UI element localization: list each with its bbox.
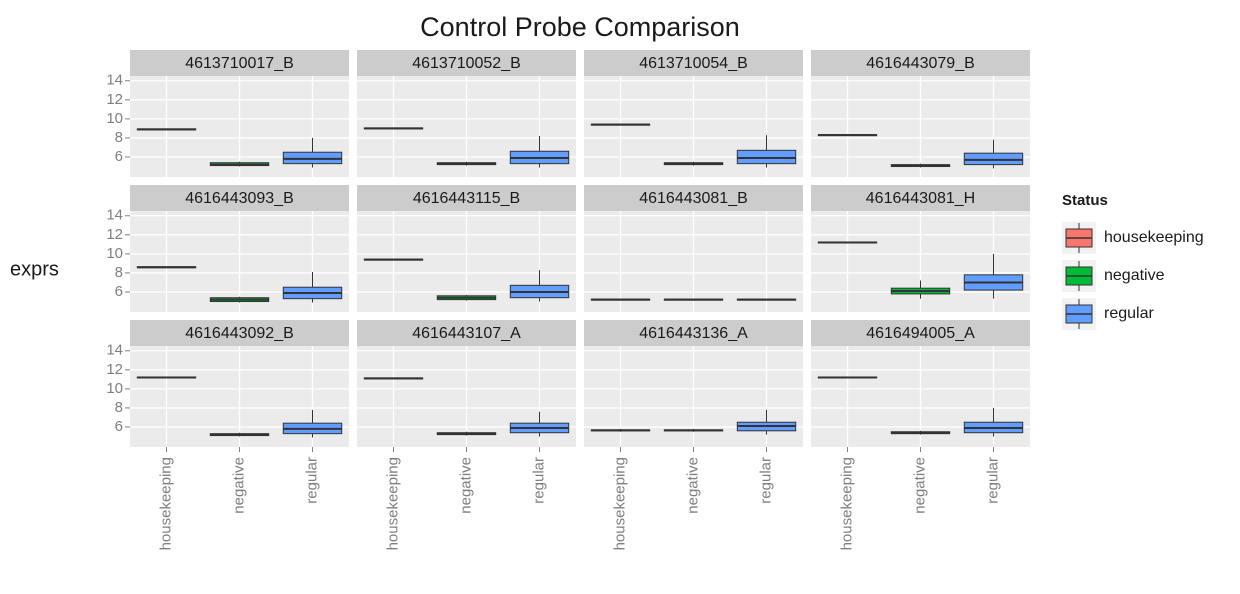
strip [584, 185, 803, 211]
y-tick-label: 14 [106, 207, 123, 224]
strip-label: 4613710054_B [639, 55, 748, 72]
y-tick-label: 6 [115, 283, 123, 300]
y-tick-label: 12 [106, 361, 123, 378]
x-tick-label: housekeeping [384, 457, 401, 550]
legend-label: housekeeping [1104, 229, 1204, 246]
strip [357, 185, 576, 211]
y-tick-label: 6 [115, 148, 123, 165]
strip-label: 4613710017_B [185, 55, 294, 72]
y-tick-label: 14 [106, 342, 123, 359]
strip-label: 4616443107_A [412, 325, 521, 342]
strip [584, 320, 803, 346]
legend-label: regular [1104, 305, 1154, 322]
strip-label: 4616494005_A [866, 325, 975, 342]
legend-label: negative [1104, 267, 1165, 284]
legend-title: Status [1062, 192, 1108, 209]
y-axis-label: exprs [10, 258, 59, 280]
y-tick-label: 6 [115, 418, 123, 435]
y-tick-label: 14 [106, 72, 123, 89]
strip-label: 4616443081_B [639, 190, 748, 207]
y-tick-label: 8 [115, 399, 123, 416]
strip-label: 4613710052_B [412, 55, 521, 72]
strip [811, 320, 1030, 346]
y-tick-label: 12 [106, 226, 123, 243]
y-tick-label: 10 [106, 245, 123, 262]
strip [811, 185, 1030, 211]
strip [357, 320, 576, 346]
x-tick-label: negative [230, 457, 247, 514]
strip-label: 4616443092_B [185, 325, 294, 342]
x-tick-label: regular [303, 457, 320, 504]
y-tick-label: 10 [106, 380, 123, 397]
x-tick-label: negative [684, 457, 701, 514]
strip [130, 185, 349, 211]
strip-label: 4616443115_B [413, 190, 520, 207]
strip [130, 320, 349, 346]
strip-label: 4616443136_A [639, 325, 748, 342]
x-tick-label: negative [911, 457, 928, 514]
strip [811, 50, 1030, 76]
y-tick-label: 10 [106, 110, 123, 127]
y-tick-label: 12 [106, 91, 123, 108]
x-tick-label: housekeeping [838, 457, 855, 550]
strip [584, 50, 803, 76]
x-tick-label: regular [530, 457, 547, 504]
y-tick-label: 8 [115, 129, 123, 146]
strip [357, 50, 576, 76]
x-tick-label: housekeeping [157, 457, 174, 550]
chart-title: Control Probe Comparison [420, 12, 740, 42]
x-tick-label: housekeeping [611, 457, 628, 550]
strip-label: 4616443093_B [185, 190, 294, 207]
x-tick-label: regular [984, 457, 1001, 504]
y-tick-label: 8 [115, 264, 123, 281]
x-tick-label: regular [757, 457, 774, 504]
strip [130, 50, 349, 76]
strip-label: 4616443079_B [866, 55, 975, 72]
x-tick-label: negative [457, 457, 474, 514]
strip-label: 4616443081_H [866, 190, 975, 207]
